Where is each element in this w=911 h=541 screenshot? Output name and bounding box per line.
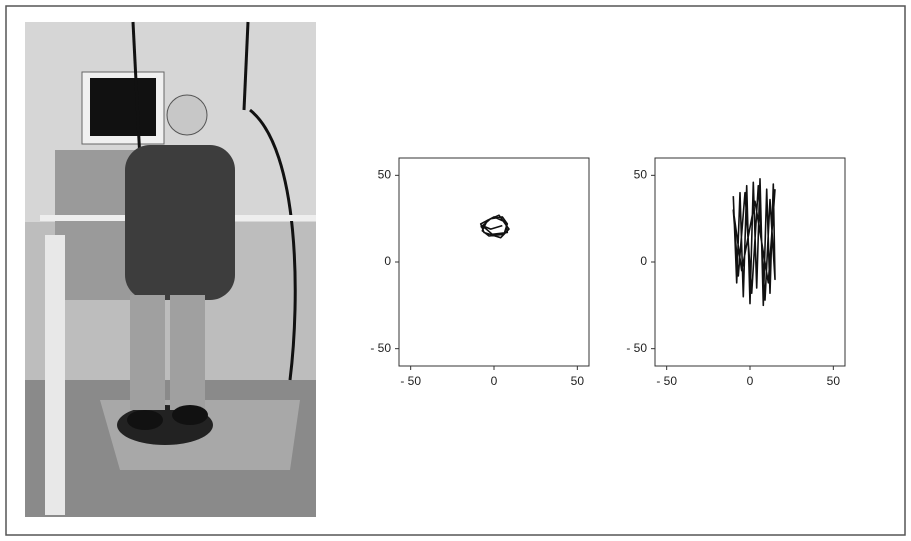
x-tick-label: 50	[827, 374, 841, 388]
x-tick-label: - 50	[400, 374, 421, 388]
y-tick-label: - 50	[370, 341, 391, 355]
y-tick-label: 50	[378, 168, 392, 182]
x-tick-label: - 50	[656, 374, 677, 388]
y-tick-label: 50	[634, 168, 648, 182]
y-tick-label: 0	[384, 254, 391, 268]
y-tick-label: 0	[640, 254, 647, 268]
y-tick-label: - 50	[626, 341, 647, 355]
photo	[25, 22, 316, 517]
x-tick-label: 0	[491, 374, 498, 388]
figure: - 50 0 50 - 50 0 50 - 50 0 50 - 50 0 50	[0, 0, 911, 541]
x-tick-label: 0	[747, 374, 754, 388]
x-tick-label: 50	[571, 374, 585, 388]
